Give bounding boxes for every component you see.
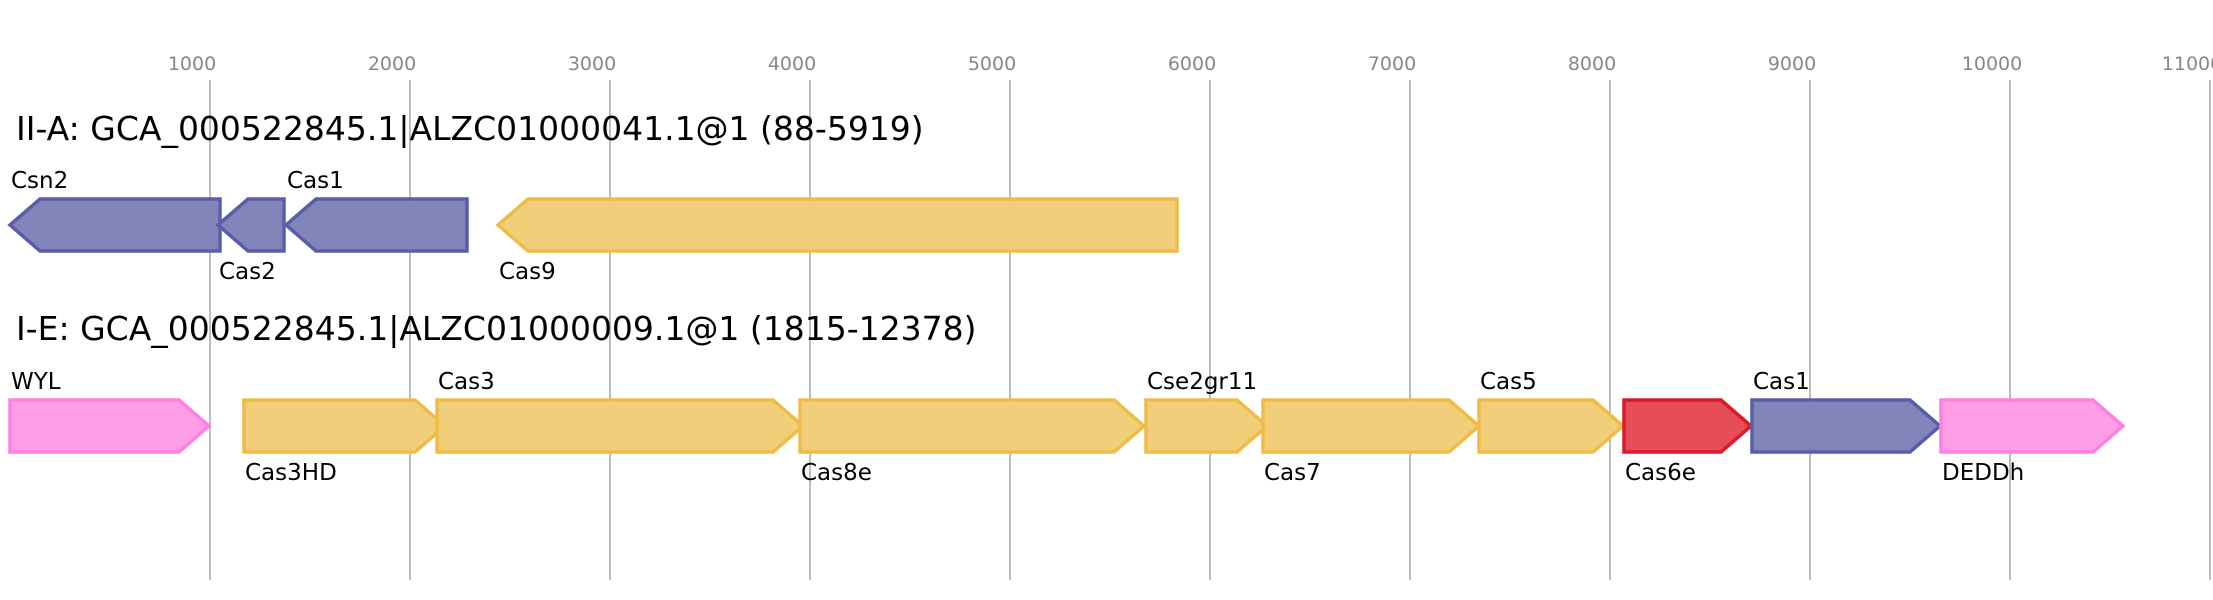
gene-arrow-cas1[interactable]	[283, 197, 469, 253]
axis: 1000 2000 3000 4000 5000 6000 7000 8000 9000 1000…	[168, 53, 2213, 580]
gene-label: Cas1	[1753, 369, 1810, 395]
gene-label: Cas8e	[801, 460, 872, 486]
tick-label: 11000	[2162, 53, 2213, 75]
gene-arrow-cas5[interactable]	[1477, 398, 1626, 454]
track: II-A: GCA_000522845.1|ALZC01000041.1@1 (…	[7, 109, 1179, 285]
tick-label: 3000	[568, 53, 616, 75]
gene-label: DEDDh	[1942, 460, 2024, 486]
gene-arrow-cas1[interactable]	[1750, 398, 1943, 454]
gene-arrow-cas7[interactable]	[1261, 398, 1482, 454]
gene-label: Csn2	[11, 168, 68, 194]
gene-arrow-cas3[interactable]	[435, 398, 806, 454]
gene-label: Cas7	[1264, 460, 1321, 486]
gene-label: Cas5	[1480, 369, 1537, 395]
track-title: I-E: GCA_000522845.1|ALZC01000009.1@1 (1…	[16, 309, 977, 348]
gene-label: Cas3HD	[245, 460, 337, 486]
tick-label: 5000	[968, 53, 1016, 75]
gene-arrow-deddh[interactable]	[1939, 398, 2126, 454]
track: I-E: GCA_000522845.1|ALZC01000009.1@1 (1…	[8, 309, 2126, 486]
tracks: II-A: GCA_000522845.1|ALZC01000041.1@1 (…	[7, 109, 2126, 486]
gene-label: Cas1	[287, 168, 344, 194]
tick-label: 2000	[368, 53, 416, 75]
track-title: II-A: GCA_000522845.1|ALZC01000041.1@1 (…	[16, 109, 924, 148]
gene-arrow-cas8e[interactable]	[798, 398, 1147, 454]
tick-label: 8000	[1568, 53, 1616, 75]
gene-label: Cas3	[438, 369, 495, 395]
tick-label: 4000	[768, 53, 816, 75]
gene-label: WYL	[11, 369, 61, 395]
gene-label: Cse2gr11	[1147, 369, 1257, 395]
gene-arrow-cse2gr11[interactable]	[1144, 398, 1270, 454]
tick-label: 9000	[1768, 53, 1816, 75]
tick-label: 1000	[168, 53, 216, 75]
tick-label: 6000	[1168, 53, 1216, 75]
gene-arrow-csn2[interactable]	[7, 197, 222, 253]
gene-arrow-wyl[interactable]	[8, 398, 212, 454]
gene-arrow-cas9[interactable]	[495, 197, 1179, 253]
tick-label: 7000	[1368, 53, 1416, 75]
gene-label: Cas2	[219, 259, 276, 285]
gene-label: Cas6e	[1625, 460, 1696, 486]
gene-arrow-cas2[interactable]	[215, 197, 286, 253]
gene-arrow-cas6e[interactable]	[1622, 398, 1754, 454]
gene-arrow-cas3hd[interactable]	[242, 398, 448, 454]
tick-label: 10000	[1962, 53, 2022, 75]
gene-label: Cas9	[499, 259, 556, 285]
